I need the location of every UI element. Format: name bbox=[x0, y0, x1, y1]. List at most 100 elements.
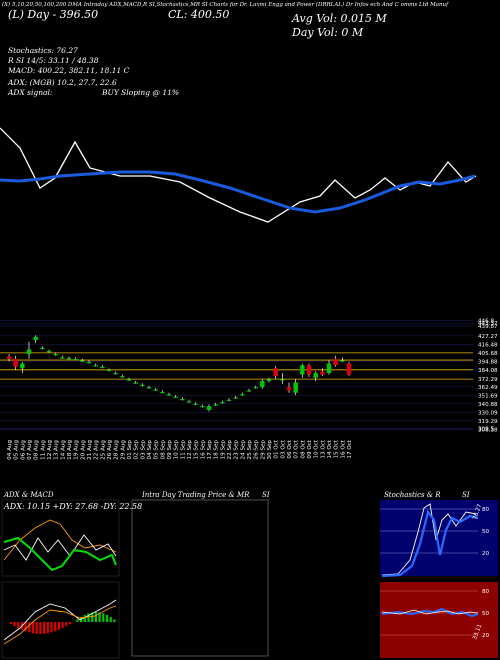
adx-panel-title: ADX & MACD bbox=[4, 491, 54, 499]
candle bbox=[20, 362, 25, 374]
candle-body bbox=[320, 371, 325, 375]
candle-body bbox=[213, 404, 218, 406]
candle-body bbox=[140, 384, 145, 387]
macd-histogram-bar bbox=[80, 617, 83, 622]
macd-histogram-bar bbox=[35, 622, 38, 634]
price-tick-label: 330.09 bbox=[478, 410, 498, 416]
price-tick-label: 351.69 bbox=[478, 393, 498, 399]
candle bbox=[180, 397, 185, 401]
date-tick-label: 02 Sep bbox=[134, 440, 140, 460]
candle bbox=[306, 363, 312, 377]
adx-line bbox=[3, 536, 117, 572]
candle bbox=[80, 358, 85, 363]
candle bbox=[126, 377, 132, 381]
price-tick-label: 308.38 bbox=[478, 427, 498, 433]
candle bbox=[206, 404, 212, 412]
price-tick-label: 427.27 bbox=[478, 334, 498, 340]
rsi-tick-label: 20 bbox=[482, 633, 490, 639]
candle-body bbox=[153, 389, 158, 391]
macd-histogram-bar bbox=[9, 622, 12, 625]
date-tick-label: 15 Oct bbox=[334, 439, 340, 458]
macd-histogram-bar bbox=[94, 612, 97, 622]
macd-histogram-bar bbox=[43, 622, 46, 634]
candle bbox=[66, 356, 72, 360]
macd-signal-line bbox=[3, 605, 117, 645]
date-tick-label: 19 Aug bbox=[74, 440, 80, 460]
candle-body bbox=[306, 365, 312, 375]
date-tick-label: 04 Sep bbox=[147, 440, 153, 460]
adx-line bbox=[3, 534, 117, 561]
price-tick-label: 384.08 bbox=[478, 368, 498, 374]
chart-header-line: (X) 5,10,20,50,100,200 DMA Intraday ADX,… bbox=[2, 2, 449, 8]
date-tick-label: 10 Sep bbox=[174, 440, 180, 460]
candle bbox=[293, 379, 298, 396]
stoch-value-label: 76.27 bbox=[472, 503, 483, 521]
candle bbox=[160, 390, 165, 394]
date-tick-label: 26 Sep bbox=[254, 440, 260, 460]
candle-body bbox=[80, 360, 85, 362]
candle bbox=[86, 360, 92, 364]
date-tick-label: 07 Aug bbox=[27, 440, 33, 460]
date-tick-label: 19 Sep bbox=[220, 440, 226, 460]
candle bbox=[193, 402, 198, 406]
candle bbox=[286, 382, 292, 393]
macd-histogram-bar bbox=[76, 619, 79, 622]
candle-body bbox=[146, 387, 152, 389]
candle bbox=[346, 362, 352, 377]
macd-histogram-bar bbox=[105, 614, 109, 622]
date-tick-label: 22 Sep bbox=[227, 440, 233, 460]
candle bbox=[226, 398, 232, 402]
date-tick-label: 08 Oct bbox=[300, 439, 306, 458]
date-tick-label: 05 Sep bbox=[154, 440, 160, 460]
candle bbox=[73, 357, 78, 361]
macd-histogram-bar bbox=[68, 622, 72, 625]
candle-body bbox=[13, 358, 18, 367]
candle-body bbox=[246, 390, 252, 392]
candle bbox=[60, 355, 65, 359]
candle bbox=[93, 363, 98, 367]
date-tick-label: 12 Aug bbox=[47, 440, 53, 460]
date-tick-label: 06 Aug bbox=[20, 440, 26, 460]
date-tick-label: 10 Oct bbox=[314, 439, 320, 458]
candle bbox=[320, 368, 325, 377]
price-tick-label: 416.48 bbox=[478, 342, 498, 348]
candle-body bbox=[180, 398, 185, 401]
candle bbox=[106, 368, 112, 372]
candle-body bbox=[106, 369, 112, 372]
macd-histogram-bar bbox=[39, 622, 42, 634]
date-tick-label: 09 Oct bbox=[307, 439, 313, 458]
stochastics-panel bbox=[380, 500, 498, 576]
macd-panel bbox=[1, 581, 120, 659]
macd-histogram-bar bbox=[13, 622, 16, 627]
candle-body bbox=[53, 354, 58, 356]
candle bbox=[133, 380, 138, 385]
candle bbox=[146, 385, 152, 389]
date-tick-label: 09 Sep bbox=[167, 440, 173, 460]
rsi-tick-label: 50 bbox=[482, 611, 490, 617]
candle-body bbox=[300, 365, 305, 375]
date-tick-label: 07 Oct bbox=[294, 439, 300, 458]
candle bbox=[186, 399, 192, 403]
candle-body bbox=[240, 394, 245, 396]
date-tick-label: 15 Sep bbox=[194, 440, 200, 460]
macd-histogram-bar bbox=[109, 617, 112, 622]
candle-body bbox=[120, 376, 125, 378]
stochastics-value: Stochastics: 76.27 bbox=[8, 46, 78, 55]
date-tick-label: 14 Aug bbox=[60, 440, 66, 460]
date-tick-label: 03 Sep bbox=[140, 440, 146, 460]
macd-histogram-bar bbox=[87, 613, 90, 622]
price-tick-label: 372.29 bbox=[478, 377, 498, 383]
candle-body bbox=[40, 347, 45, 350]
rsi-panel bbox=[380, 582, 498, 658]
candle-body bbox=[273, 368, 278, 377]
candle-body bbox=[60, 357, 65, 359]
stoch-tick-label: 80 bbox=[482, 507, 490, 513]
date-tick-label: 29 Sep bbox=[260, 440, 266, 460]
candle-body bbox=[66, 358, 72, 360]
date-tick-label: 11 Sep bbox=[180, 440, 186, 460]
candle bbox=[166, 392, 172, 396]
candle-body bbox=[220, 402, 225, 404]
candle-body bbox=[260, 380, 265, 388]
rsi-line bbox=[381, 607, 479, 618]
candle bbox=[173, 395, 178, 399]
